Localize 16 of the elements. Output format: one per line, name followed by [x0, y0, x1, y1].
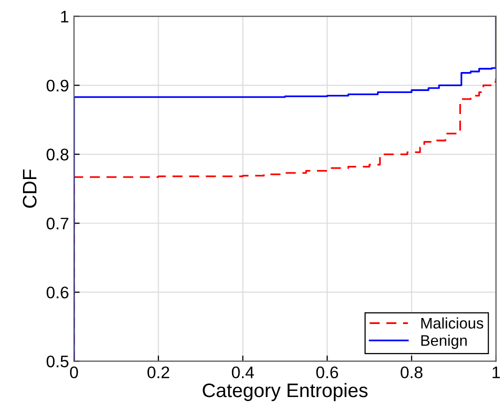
x-tick-label: 0.2: [147, 366, 170, 378]
x-tick-label: 0.4: [232, 366, 254, 378]
y-tick-label: 1: [61, 10, 68, 22]
y-tick-label: 0.8: [46, 148, 68, 160]
x-axis-title: Category Entropies: [202, 382, 368, 402]
y-tick-label: 0.5: [46, 356, 68, 368]
x-tick-label: 0: [70, 366, 78, 378]
x-tick-label: 0.8: [400, 366, 422, 378]
legend-label: Benign: [421, 334, 467, 349]
y-tick-label: 0.7: [46, 218, 68, 230]
legend-label: Malicious: [421, 317, 484, 329]
y-axis-title: CDF: [22, 170, 37, 208]
y-tick-label: 0.6: [46, 286, 68, 298]
y-tick-label: 0.9: [46, 80, 68, 92]
x-tick-label: 0.6: [316, 366, 338, 378]
x-tick-label: 1: [492, 366, 500, 378]
